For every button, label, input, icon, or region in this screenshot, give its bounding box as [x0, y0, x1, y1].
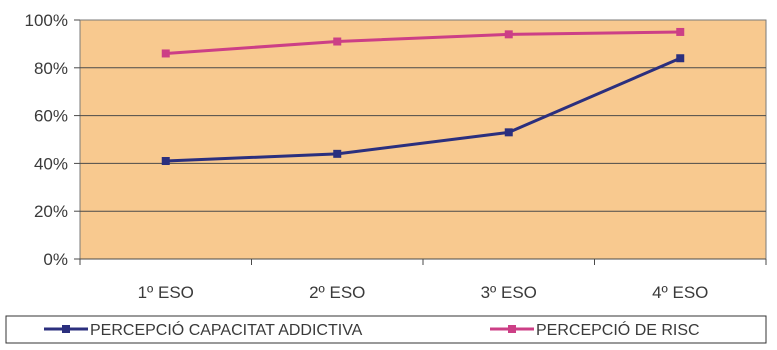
data-point-2 [333, 37, 342, 46]
legend: PERCEPCIÓ CAPACITAT ADDICTIVA PERCEPCIÓ D… [5, 315, 767, 344]
y-tick-label: 20% [34, 202, 68, 221]
legend-marker-1 [62, 325, 70, 333]
x-tick-label: 4º ESO [652, 283, 708, 302]
series-line-1 [165, 56, 681, 163]
y-tick-label: 0% [43, 250, 68, 269]
data-point-2 [161, 49, 170, 58]
data-point-2 [504, 30, 513, 39]
series-line-2 [165, 30, 681, 55]
y-tick-label: 60% [34, 107, 68, 126]
x-tick-label: 3º ESO [481, 283, 537, 302]
data-point-1 [676, 54, 685, 63]
legend-marker-2 [508, 325, 516, 333]
y-tick-label: 80% [34, 59, 68, 78]
legend-box [5, 315, 767, 344]
x-tick-label: 1º ESO [138, 283, 194, 302]
series-layer [161, 27, 685, 166]
y-axis: 0% 20% 40% 60% 80% 100% [25, 11, 80, 269]
data-point-1 [161, 157, 170, 166]
y-tick-label: 100% [25, 11, 68, 30]
data-point-1 [333, 149, 342, 158]
y-tick-label: 40% [34, 154, 68, 173]
legend-label-1: PERCEPCIÓ CAPACITAT ADDICTIVA [90, 320, 363, 339]
x-axis: 1º ESO 2º ESO 3º ESO 4º ESO [79, 258, 767, 302]
data-point-1 [504, 128, 513, 137]
plot-area-background [79, 19, 767, 260]
x-tick-label: 2º ESO [309, 283, 365, 302]
grid-lines [80, 67, 766, 212]
data-point-2 [676, 27, 685, 36]
legend-label-2: PERCEPCIÓ DE RISC [536, 320, 700, 339]
